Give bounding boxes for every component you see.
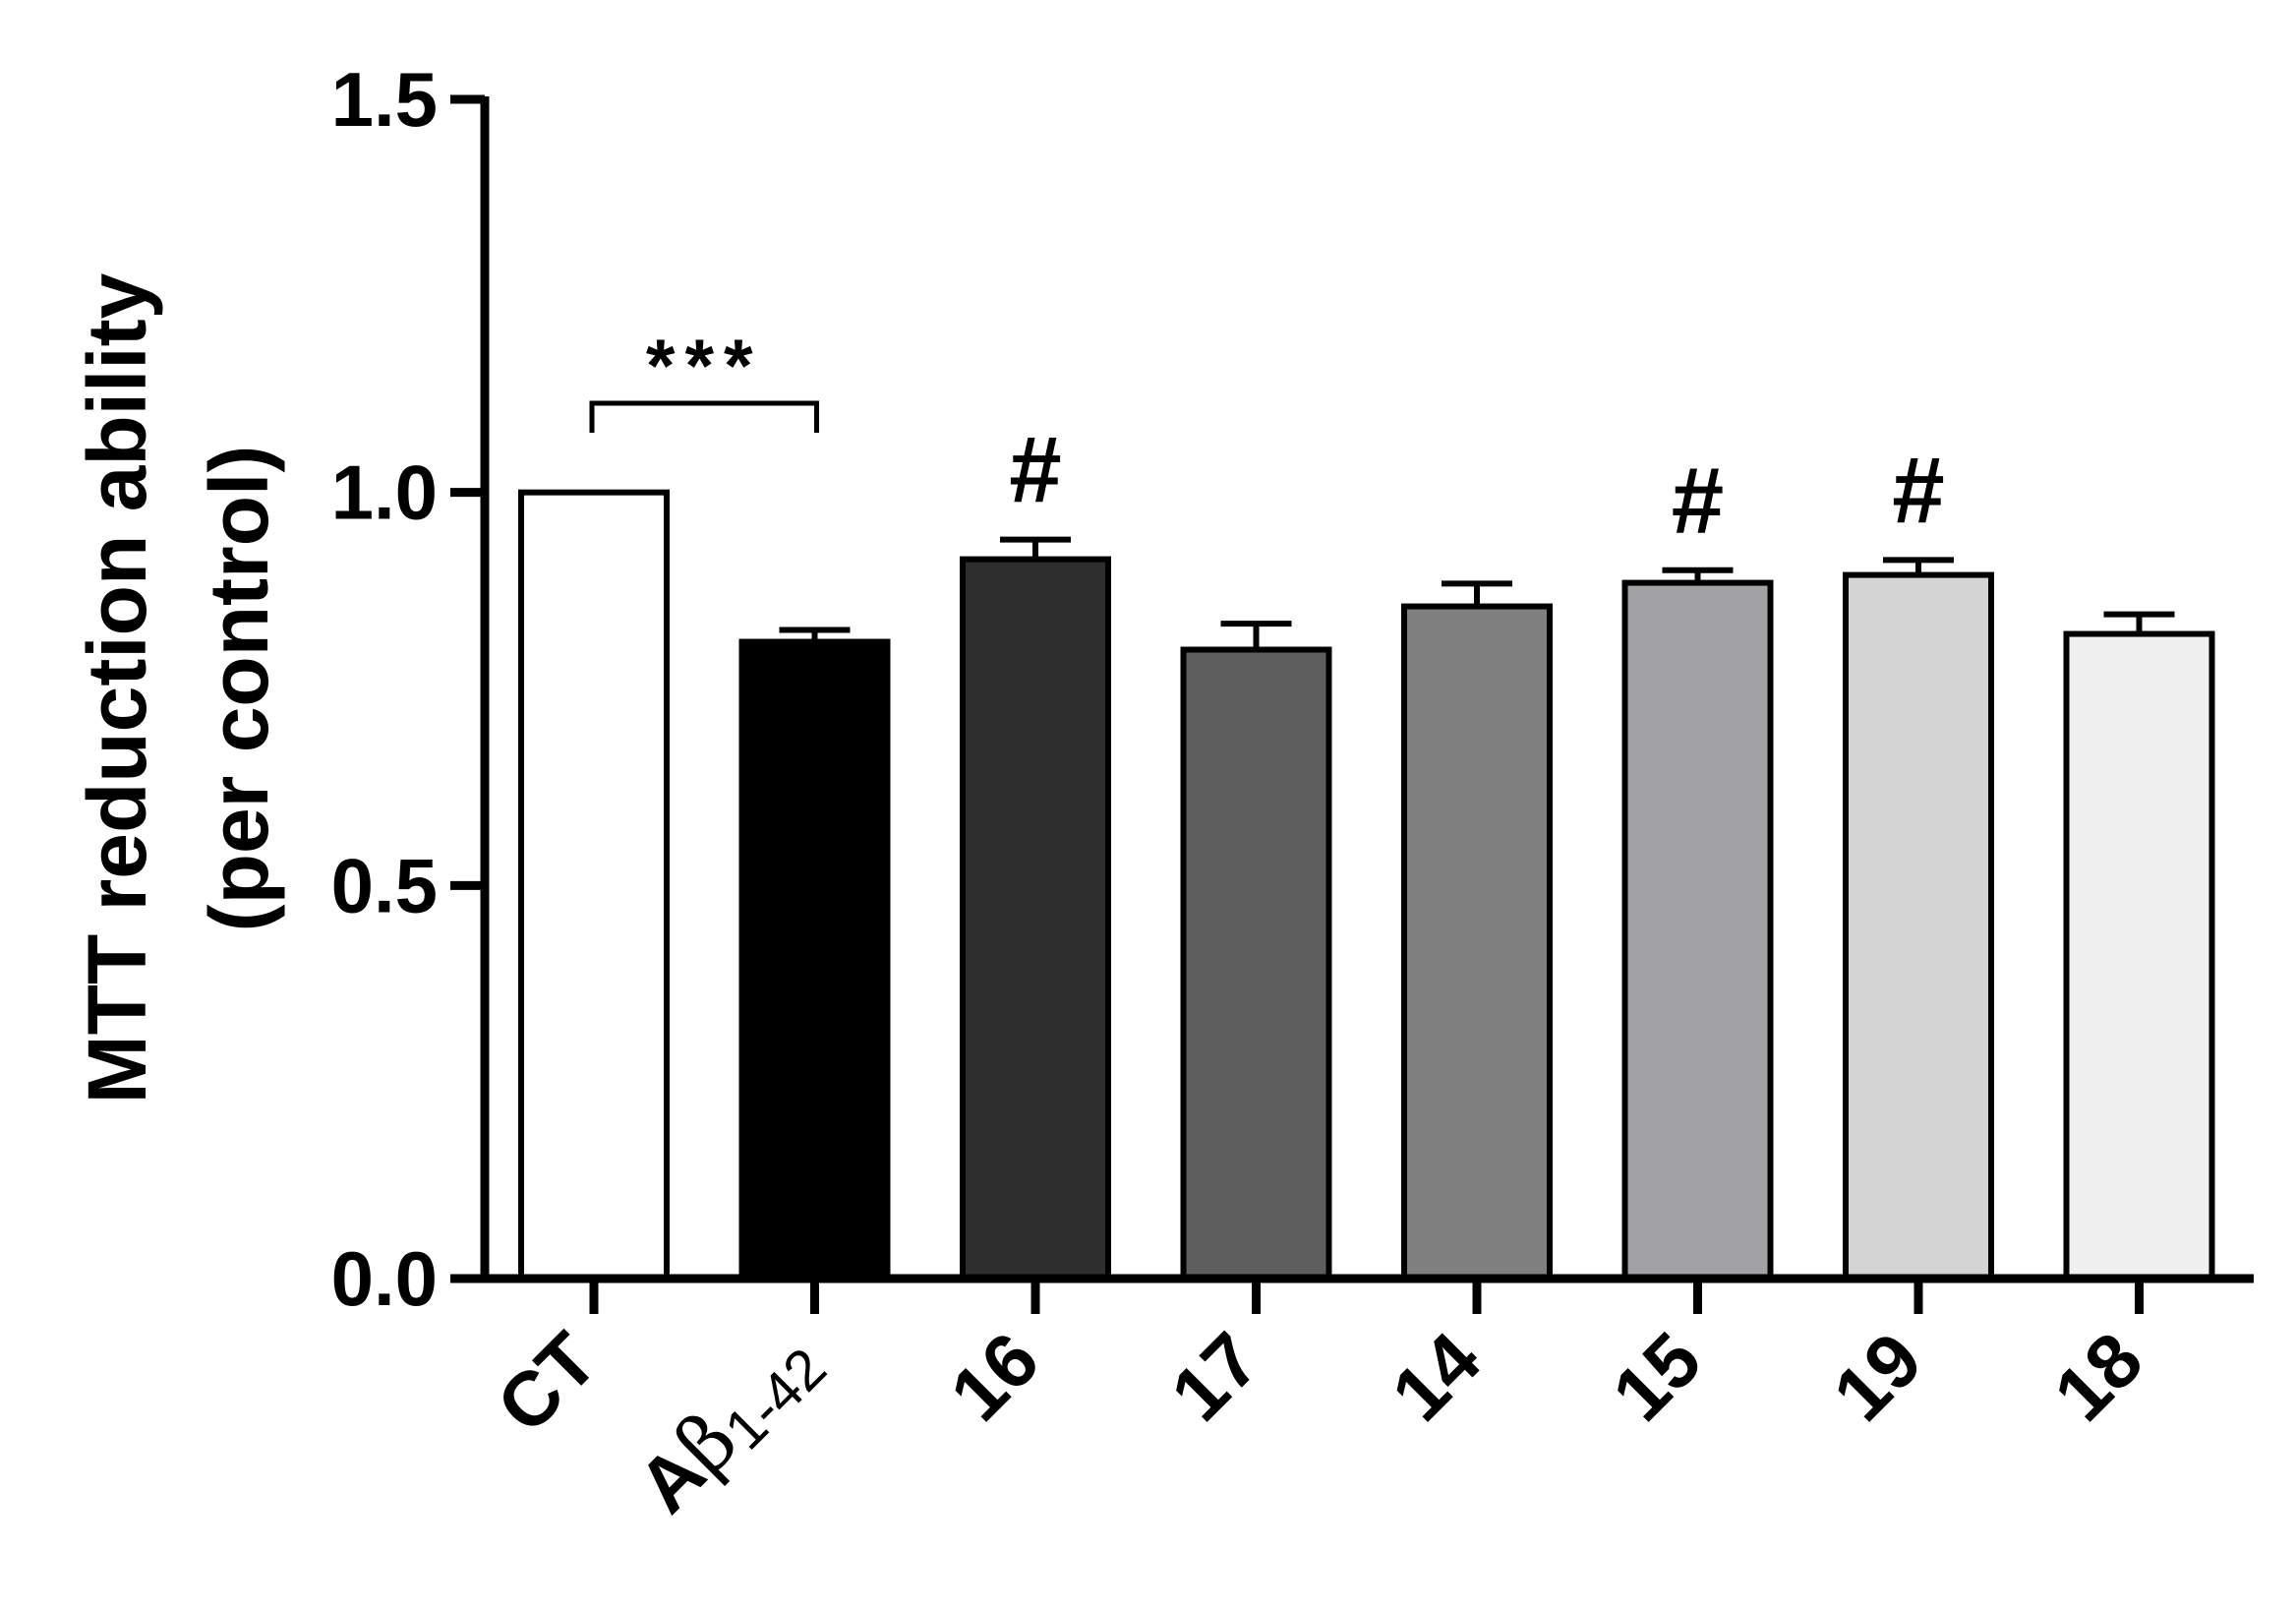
bar-4: [1180, 646, 1332, 1282]
annotation-3: #: [1009, 418, 1061, 523]
bar-3: [960, 556, 1111, 1282]
bar-8: [2063, 630, 2215, 1282]
significance-bracket: [589, 400, 819, 433]
bar-5: [1401, 603, 1553, 1282]
x-tick-label-8: 18: [2037, 1316, 2159, 1438]
significance-label: ***: [646, 325, 763, 408]
x-tick-label-2: Aβ1-42: [619, 1314, 839, 1533]
y-tick-label-2: 0.5: [331, 842, 438, 928]
x-tick-label-5: 14: [1375, 1316, 1497, 1438]
x-tick-label-7: 19: [1816, 1316, 1938, 1438]
x-tick-label-1: CT: [480, 1316, 614, 1450]
y-axis-title-line2: (per control): [193, 446, 285, 932]
y-tick-label-3: 1.0: [331, 449, 438, 536]
bar-6: [1621, 579, 1774, 1282]
y-axis-title: MTT reduction ability (per control): [71, 272, 285, 1103]
x-tick-label-4: 17: [1154, 1316, 1276, 1438]
bar-2: [738, 638, 891, 1282]
bar-7: [1843, 571, 1994, 1282]
annotation-6: #: [1672, 448, 1724, 554]
y-tick-label-1: 0.0: [331, 1235, 438, 1322]
y-axis-title-line1: MTT reduction ability: [71, 272, 163, 1103]
bar-1: [518, 489, 670, 1282]
x-tick-label-3: 16: [933, 1316, 1055, 1438]
y-tick-label-4: 1.5: [331, 56, 438, 143]
x-tick-label-6: 15: [1596, 1316, 1718, 1438]
annotation-7: #: [1892, 438, 1944, 543]
